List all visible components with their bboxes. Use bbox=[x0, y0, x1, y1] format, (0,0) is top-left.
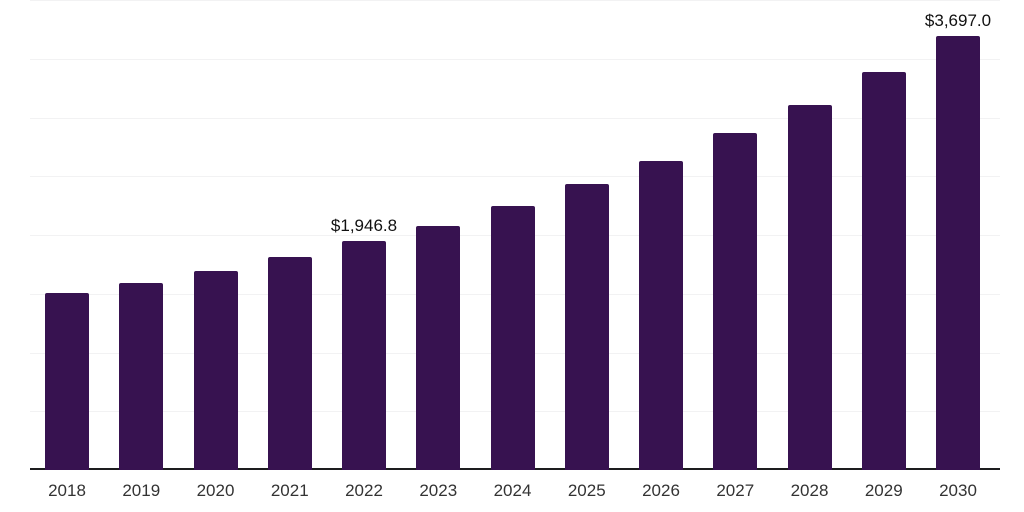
bar-2029 bbox=[861, 71, 906, 470]
bar-2030 bbox=[936, 35, 980, 470]
gridline-2500 bbox=[30, 176, 1000, 178]
x-tick-label-2027: 2027 bbox=[716, 481, 755, 500]
x-tick-label-2024: 2024 bbox=[493, 481, 532, 500]
bar-2022 bbox=[342, 241, 386, 470]
x-tick-label-2028: 2028 bbox=[790, 481, 829, 500]
x-tick-label-2026: 2026 bbox=[642, 481, 680, 500]
bar-2027 bbox=[713, 133, 758, 470]
gridline-4000 bbox=[30, 0, 1000, 1]
x-tick-label-2021: 2021 bbox=[270, 481, 309, 500]
value-label-2022: $1,946.8 bbox=[330, 216, 398, 236]
x-tick-label-2023: 2023 bbox=[419, 481, 458, 500]
bar-2023 bbox=[416, 225, 461, 470]
bar-2024 bbox=[490, 206, 535, 470]
x-tick-label-2029: 2029 bbox=[864, 481, 903, 500]
x-tick-label-2019: 2019 bbox=[122, 481, 161, 500]
x-tick-label-2025: 2025 bbox=[567, 481, 606, 500]
gridline-3500 bbox=[30, 58, 1000, 60]
x-tick-label-2030: 2030 bbox=[939, 481, 977, 500]
bar-2020 bbox=[193, 271, 238, 470]
x-tick-label-2022: 2022 bbox=[345, 481, 383, 500]
bar-2028 bbox=[787, 104, 832, 470]
x-tick-label-2018: 2018 bbox=[48, 481, 86, 500]
gridline-3000 bbox=[30, 117, 1000, 119]
x-tick-label-2020: 2020 bbox=[196, 481, 235, 500]
plot-area: $1,946.8 $3,697.0 bbox=[30, 0, 1000, 470]
bar-2026 bbox=[639, 160, 683, 470]
bar-2018 bbox=[45, 293, 89, 470]
bar-2019 bbox=[119, 282, 164, 470]
bar-2021 bbox=[267, 257, 312, 470]
value-label-2030: $3,697.0 bbox=[924, 10, 992, 30]
bar-2025 bbox=[564, 183, 609, 470]
